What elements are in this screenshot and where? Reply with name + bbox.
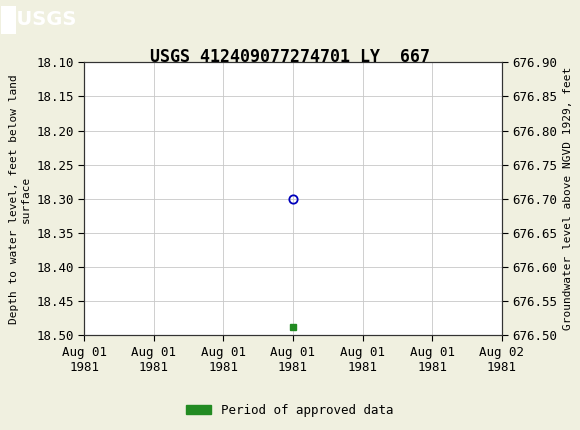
Text: USGS 412409077274701 LY  667: USGS 412409077274701 LY 667 (150, 48, 430, 66)
Text: USGS: USGS (3, 10, 77, 29)
Y-axis label: Depth to water level, feet below land
surface: Depth to water level, feet below land su… (9, 74, 31, 324)
Legend: Period of approved data: Period of approved data (181, 399, 399, 421)
Y-axis label: Groundwater level above NGVD 1929, feet: Groundwater level above NGVD 1929, feet (563, 67, 572, 331)
Bar (1, 6, 16, 34)
